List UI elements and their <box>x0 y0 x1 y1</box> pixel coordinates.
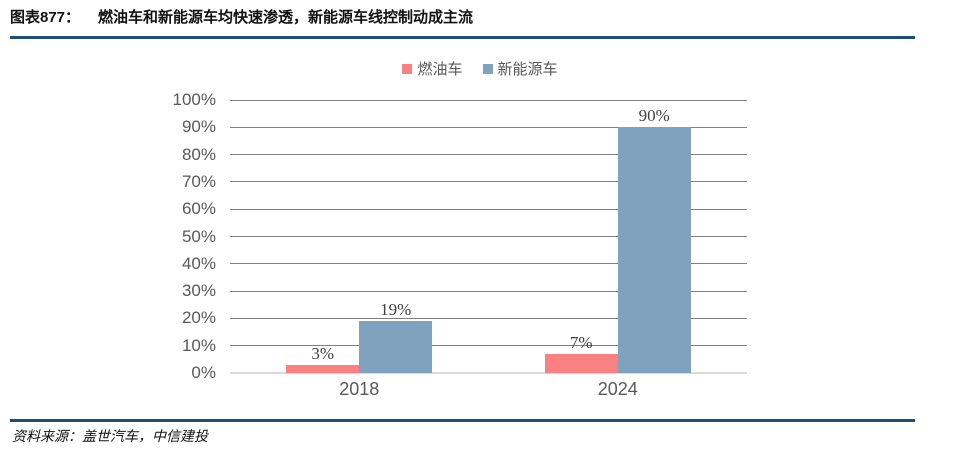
gridline <box>230 345 747 347</box>
figure-title-text: 燃油车和新能源车均快速渗透，新能源车线控制动成主流 <box>98 9 474 26</box>
bar-value-label: 19% <box>380 300 412 320</box>
ytick-label: 90% <box>181 117 216 137</box>
figure-title: 图表877： 燃油车和新能源车均快速渗透，新能源车线控制动成主流 <box>10 6 473 27</box>
ytick-label: 30% <box>181 281 216 301</box>
ytick-label: 60% <box>181 199 216 219</box>
gridline <box>230 236 747 237</box>
gridline <box>230 317 747 319</box>
gridline <box>230 372 747 374</box>
source-note: 资料来源：盖世汽车，中信建投 <box>12 430 208 445</box>
gridline <box>230 290 747 292</box>
gridline <box>230 181 747 183</box>
bar-series2-2018 <box>359 321 433 373</box>
bar-value-label: 90% <box>638 106 670 126</box>
gridline <box>230 126 747 128</box>
gridline <box>230 208 747 210</box>
legend-item-new-energy-vehicle: 新能源车 <box>482 58 558 79</box>
ytick-label: 80% <box>181 144 216 164</box>
gridline <box>230 263 747 265</box>
x-axis-label: 2018 <box>339 379 380 399</box>
footer-rule <box>10 419 915 422</box>
ytick-label: 50% <box>181 226 216 246</box>
gridline <box>230 154 747 156</box>
gridline <box>230 99 747 101</box>
ytick-label: 20% <box>181 308 216 328</box>
ytick-label: 70% <box>181 171 216 191</box>
legend-label: 新能源车 <box>497 61 558 78</box>
legend-item-fuel-vehicle: 燃油车 <box>402 58 463 79</box>
legend-swatch-icon <box>482 63 493 74</box>
ytick-label: 0% <box>191 363 216 382</box>
figure-number: 图表877： <box>10 9 81 26</box>
ytick-label: 40% <box>181 253 216 273</box>
x-axis-label: 2024 <box>597 379 638 399</box>
bar-series1-2024 <box>544 353 618 373</box>
chart-legend: 燃油车 新能源车 <box>0 58 960 79</box>
bar-value-label: 3% <box>311 343 335 363</box>
ytick-label: 100% <box>172 90 216 109</box>
bar-value-label: 7% <box>569 332 593 352</box>
title-rule <box>10 36 915 39</box>
bar-series2-2024 <box>617 127 691 373</box>
legend-label: 燃油车 <box>417 61 463 78</box>
plot-area: 0% 10% 20% 30% 40% 50% 60% 70% 80% 90% 100% 3% 19% 20… <box>173 90 747 399</box>
legend-swatch-icon <box>402 63 413 74</box>
bar-series1-2018 <box>286 364 360 373</box>
ytick-label: 10% <box>181 335 216 355</box>
